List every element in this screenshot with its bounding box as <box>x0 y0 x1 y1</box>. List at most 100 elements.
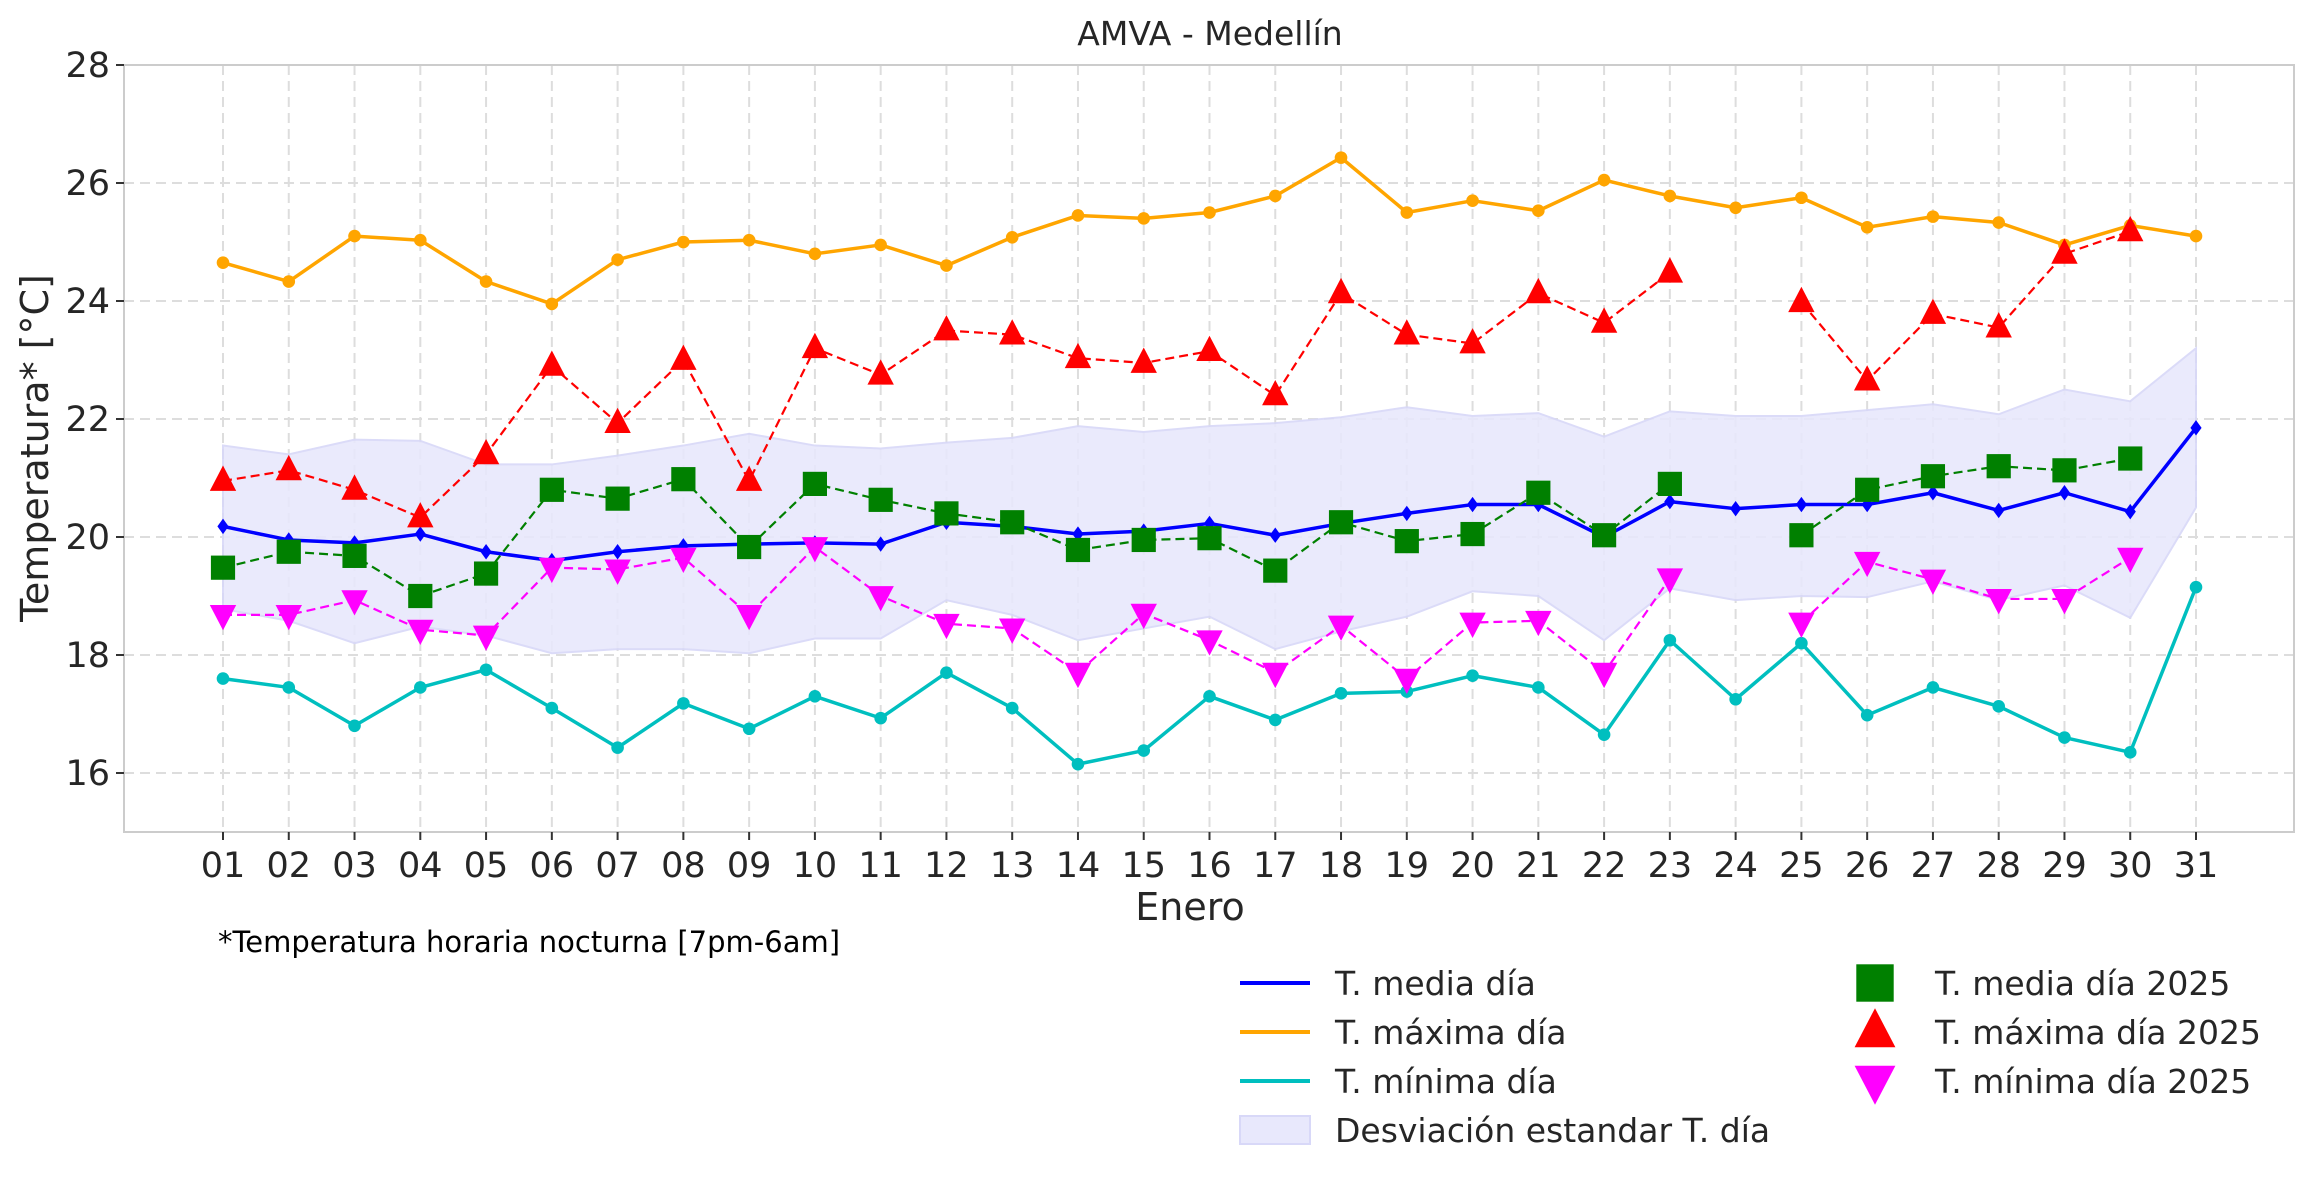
std-band <box>222 346 2197 655</box>
data-point <box>275 604 302 631</box>
data-point <box>479 275 493 288</box>
x-tick-label: 18 <box>1319 846 1364 886</box>
data-point <box>1795 496 1807 513</box>
data-point <box>1795 636 1808 650</box>
y-tick-label: 22 <box>65 400 110 440</box>
data-point <box>1855 477 1880 502</box>
data-point <box>282 275 296 288</box>
data-point <box>1860 220 1874 234</box>
data-point <box>2118 446 2143 471</box>
legend-item: T. media día 2025 <box>1856 964 2230 1003</box>
data-point <box>1525 277 1552 304</box>
data-point <box>1986 454 2011 479</box>
data-point <box>612 544 624 560</box>
data-point <box>1401 505 1413 522</box>
data-point <box>473 561 499 586</box>
data-point <box>2117 215 2144 242</box>
data-point <box>801 332 829 359</box>
data-point <box>1664 493 1676 510</box>
legend-label: T. máxima día <box>1334 1013 1566 1052</box>
data-point <box>1334 151 1348 164</box>
data-point <box>407 502 434 528</box>
data-point <box>1789 523 1814 548</box>
data-point <box>933 315 960 341</box>
data-point <box>210 555 236 580</box>
x-tick-label: 21 <box>1516 846 1561 886</box>
data-point <box>670 547 697 574</box>
data-point <box>348 229 361 243</box>
data-point <box>539 477 564 502</box>
x-tick-label: 27 <box>1911 846 1956 886</box>
data-point <box>1729 201 1742 215</box>
x-tick-label: 13 <box>990 846 1035 886</box>
data-point <box>2189 229 2203 243</box>
data-point <box>808 690 822 703</box>
series-t-m-xima-d-a-2025 <box>209 215 2144 528</box>
legend-item: Desviación estandar T. día <box>1239 1111 1770 1150</box>
x-tick-label: 22 <box>1582 846 1627 886</box>
legend-label: T. máxima día 2025 <box>1934 1013 2261 1052</box>
data-point <box>1919 569 1947 595</box>
data-point <box>867 586 894 612</box>
data-point <box>341 474 368 500</box>
data-point <box>1071 209 1085 222</box>
x-tick-label: 02 <box>266 846 311 886</box>
data-point <box>1400 206 1414 219</box>
data-point <box>1459 328 1486 354</box>
data-point <box>1268 189 1282 203</box>
legend-item: T. mínima día <box>1240 1062 1557 1101</box>
data-point <box>2051 589 2078 615</box>
data-point <box>604 559 631 585</box>
data-point <box>611 253 624 266</box>
data-point <box>1197 526 1222 551</box>
data-point <box>1268 713 1282 727</box>
y-tick-label: 20 <box>65 518 110 558</box>
data-point <box>1137 744 1151 757</box>
legend-swatch-marker <box>1854 1008 1896 1048</box>
data-point <box>2189 580 2203 594</box>
data-point <box>1992 216 2005 229</box>
data-point <box>940 666 953 679</box>
data-point <box>742 233 756 247</box>
legend-item: T. máxima día <box>1240 1013 1566 1052</box>
data-point <box>472 625 500 651</box>
data-point <box>414 526 426 542</box>
chart-title: AMVA - Medellín <box>1077 14 1342 53</box>
series-t-m-nima-d-a-2025 <box>209 537 2144 694</box>
data-point <box>934 501 959 526</box>
data-point <box>742 722 756 736</box>
y-tick-label: 18 <box>65 636 110 676</box>
data-point <box>611 741 624 754</box>
data-point <box>1795 191 1808 205</box>
data-point <box>1788 612 1815 638</box>
data-point <box>1005 701 1019 715</box>
data-point <box>1993 502 2005 519</box>
legend: T. media día T. máxima día T. mínima día De… <box>1239 964 2261 1150</box>
data-point <box>2058 731 2071 744</box>
data-point <box>1137 212 1151 225</box>
data-point <box>217 518 229 535</box>
data-point <box>216 256 230 269</box>
data-point <box>1729 692 1742 706</box>
legend-swatch-marker <box>1854 1065 1896 1105</box>
data-point <box>1394 529 1419 554</box>
data-point <box>1590 307 1618 333</box>
data-point <box>348 719 361 733</box>
data-point <box>1597 728 1611 741</box>
data-point <box>1196 335 1223 362</box>
x-axis-ticks: 01 02 03 04 05 06 07 08 09 10 11 12 13 14 15 16 17 18 19 20… <box>201 832 2218 886</box>
y-tick-label: 24 <box>65 282 110 322</box>
data-point <box>216 672 230 685</box>
series-t-media-d-a-2025 <box>210 446 2143 609</box>
y-tick-label: 26 <box>65 164 110 204</box>
data-point <box>1860 708 1874 722</box>
data-point <box>2124 503 2136 520</box>
data-point <box>2190 420 2202 436</box>
data-point <box>1131 527 1156 553</box>
x-tick-label: 01 <box>201 846 246 886</box>
data-point <box>545 701 559 715</box>
data-point <box>1327 615 1355 641</box>
data-point <box>1203 206 1216 219</box>
legend-label: T. media día 2025 <box>1934 964 2230 1003</box>
data-point <box>1526 480 1551 505</box>
